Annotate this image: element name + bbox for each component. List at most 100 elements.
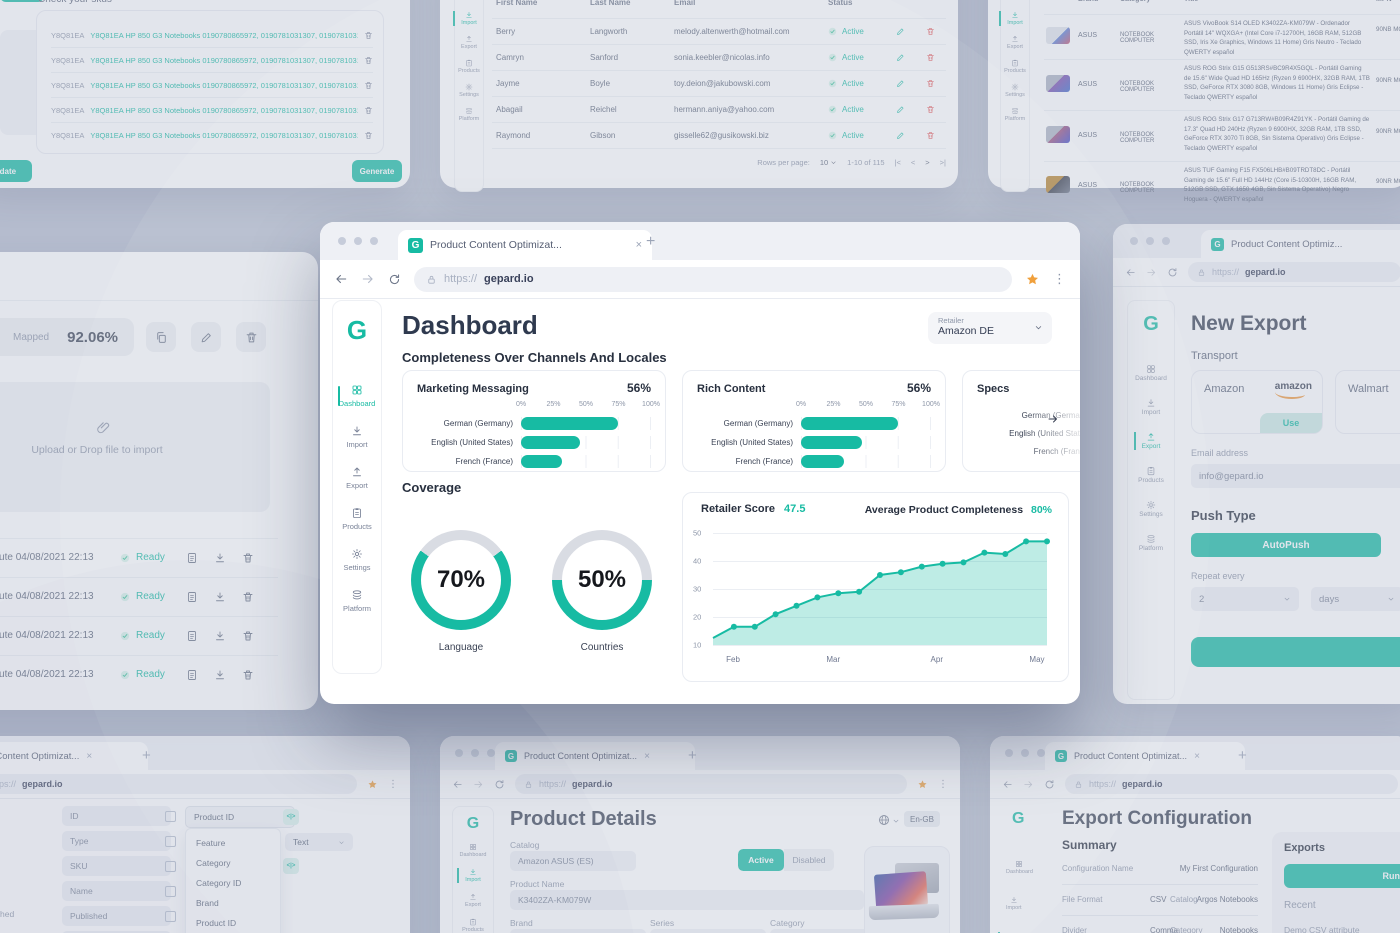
sidebar-item-import[interactable]: Import [346,425,368,449]
target-field-select[interactable]: Product ID [185,806,295,828]
dropdown-option[interactable]: Brand [196,898,219,908]
close-icon[interactable]: × [1194,750,1200,762]
address-bar[interactable]: https:// gepard.io [1188,262,1400,282]
new-tab-icon[interactable]: + [646,233,656,250]
trash-icon[interactable] [242,669,254,681]
reload-icon[interactable] [1167,267,1178,278]
trash-icon[interactable] [364,56,373,65]
transport-card-amazon[interactable]: Amazon amazon Use [1191,370,1323,434]
trash-icon[interactable] [364,31,373,40]
prev-page-button[interactable]: < [910,157,916,167]
upload-dropzone[interactable]: Upload or Drop file to import [0,382,270,512]
sidebar-item-dashboard[interactable]: Dashboard [456,0,483,2]
delete-button[interactable] [236,322,266,352]
bookmark-star-icon[interactable] [1025,272,1040,287]
split-button[interactable] [0,0,44,2]
series-field[interactable] [650,929,766,933]
locale-badge[interactable]: En-GB [904,811,940,827]
sidebar-item-products[interactable]: Products [342,507,372,531]
download-icon[interactable] [214,630,226,642]
trash-icon[interactable] [926,53,935,62]
browser-tab[interactable]: G Product Content Optimizat... × [398,230,652,260]
submit-button[interactable] [1191,637,1400,667]
sidebar-item-products[interactable]: Products [1004,59,1026,74]
browser-tab[interactable]: G Product Content Optimiz... [1201,230,1400,258]
menu-dots-icon[interactable]: ⋮ [1053,271,1066,287]
trash-icon[interactable] [926,27,935,36]
disabled-toggle[interactable]: Disabled [784,849,834,871]
bookmark-star-icon[interactable] [917,779,928,790]
menu-dots-icon[interactable]: ⋮ [388,778,398,790]
dropdown-option[interactable]: Feature [196,838,226,848]
sidebar-item-dashboard[interactable]: Dashboard [1002,0,1029,2]
new-tab-icon[interactable]: + [688,747,697,764]
forward-icon[interactable] [1023,779,1034,790]
chevron-down-icon[interactable] [892,817,900,825]
col-first-name[interactable]: First Name [496,0,538,7]
trash-icon[interactable] [364,131,373,140]
retailer-select[interactable]: Retailer Amazon DE [928,312,1052,344]
use-button[interactable]: Use [1260,413,1322,433]
edit-icon[interactable] [896,27,905,36]
trash-icon[interactable] [242,630,254,642]
run-button[interactable]: Run [1284,864,1400,888]
reload-icon[interactable] [388,273,401,286]
sidebar-item-platform[interactable]: Platform [343,589,371,613]
rows-per-page-select[interactable]: 10 [820,158,837,167]
app-logo[interactable]: G [346,315,368,345]
sidebar-item-import[interactable]: Import [1142,398,1160,416]
edit-icon[interactable] [896,131,905,140]
sidebar-item-dashboard[interactable]: Dashboard [1006,860,1033,875]
sidebar-item-dashboard[interactable]: Dashboard [337,384,375,408]
source-field[interactable] [62,931,171,933]
trash-icon[interactable] [364,106,373,115]
sidebar-item-export[interactable]: Export [346,466,368,490]
new-tab-icon[interactable]: + [1238,747,1247,764]
generate-button[interactable]: Generate [352,160,402,182]
last-page-button[interactable]: >| [939,157,946,167]
sidebar-item-import[interactable]: Import [999,11,1023,26]
sidebar-item-products[interactable]: Products [462,918,484,933]
checkbox[interactable] [165,886,176,897]
reload-icon[interactable] [494,779,505,790]
checkbox[interactable] [165,811,176,822]
back-icon[interactable] [1125,267,1136,278]
col-brand[interactable]: Brand [1078,0,1098,3]
address-bar[interactable]: https:// gepard.io [414,266,1012,292]
forward-icon[interactable] [361,272,375,286]
sidebar-item-export[interactable]: Export [461,35,477,50]
edit-icon[interactable] [896,105,905,114]
repeat-unit-select[interactable]: days [1311,587,1400,611]
sku-link[interactable]: Y8Q81EA HP 850 G3 Notebooks 019078086597… [90,130,358,140]
download-icon[interactable] [214,552,226,564]
sidebar-item-platform[interactable]: Platform [1139,534,1163,552]
edit-icon[interactable] [896,53,905,62]
source-field[interactable]: Name [62,881,171,901]
sku-link[interactable]: Y8Q81EA HP 850 G3 Notebooks 019078086597… [90,55,358,65]
sidebar-item-export[interactable]: Export [1007,35,1023,50]
bookmark-star-icon[interactable] [367,779,378,790]
app-logo[interactable]: G [1143,313,1159,335]
menu-dots-icon[interactable]: ⋮ [938,778,948,790]
checkbox[interactable] [165,911,176,922]
trash-icon[interactable] [926,79,935,88]
sku-link[interactable]: Y8Q81EA HP 850 G3 Notebooks 019078086597… [90,30,358,40]
trash-icon[interactable] [926,105,935,114]
forward-icon[interactable] [473,779,484,790]
sidebar-item-products[interactable]: Products [458,59,480,74]
close-icon[interactable]: × [644,750,650,762]
type-select[interactable]: Text [285,833,353,851]
doc-icon[interactable] [186,591,198,603]
sidebar-item-platform[interactable]: Platform [459,107,479,122]
code-mapping-icon[interactable]: <|> [283,809,299,825]
sidebar-item-settings[interactable]: Settings [1139,500,1163,518]
validate-button[interactable]: Validate [0,160,32,182]
sidebar-item-settings[interactable]: Settings [459,83,479,98]
edit-button[interactable] [191,322,221,352]
dropdown-option[interactable]: Product ID [196,918,237,928]
col-status[interactable]: Status [828,0,853,7]
edit-icon[interactable] [896,79,905,88]
category-field[interactable]: NOTEBOOK COMPUTER [770,929,894,933]
checkbox[interactable] [165,836,176,847]
sidebar-item-import[interactable]: Import [1006,896,1022,911]
